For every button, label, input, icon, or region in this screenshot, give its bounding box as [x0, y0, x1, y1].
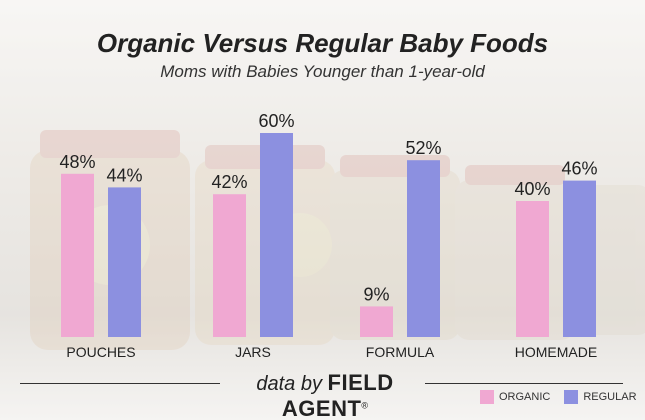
legend-swatch-organic — [480, 390, 494, 404]
registered-mark: ® — [361, 400, 369, 411]
bar-organic-jars — [213, 194, 246, 337]
credit-prefix: data by — [256, 373, 322, 395]
footer-divider-right — [425, 383, 623, 384]
field-agent-logo: FIELD AGENT — [281, 370, 394, 420]
legend-label-regular: REGULAR — [583, 391, 637, 403]
category-label-pouches: POUCHES — [66, 344, 135, 360]
data-label-organic-homemade: 40% — [514, 179, 550, 199]
bar-organic-homemade — [516, 201, 549, 337]
bar-regular-formula — [407, 160, 440, 337]
bar-organic-pouches — [61, 173, 94, 337]
category-label-jars: JARS — [235, 344, 271, 360]
data-label-regular-jars: 60% — [258, 111, 294, 131]
legend-swatch-regular — [564, 390, 579, 404]
category-label-formula: FORMULA — [366, 344, 435, 360]
chart-legend: ORGANIC REGULAR — [480, 390, 645, 404]
bar-regular-pouches — [108, 187, 141, 337]
data-credit: data by FIELD AGENT® — [225, 370, 425, 420]
bar-regular-jars — [260, 133, 293, 337]
data-label-regular-formula: 52% — [405, 138, 441, 158]
footer-divider-left — [20, 383, 220, 384]
legend-label-organic: ORGANIC — [499, 391, 551, 403]
legend-item-organic: ORGANIC — [480, 390, 550, 404]
legend-item-regular: REGULAR — [564, 390, 637, 404]
data-label-organic-pouches: 48% — [59, 152, 95, 172]
chart-title: Organic Versus Regular Baby Foods — [96, 28, 549, 58]
data-label-regular-homemade: 46% — [561, 159, 597, 179]
data-label-organic-formula: 9% — [363, 284, 389, 304]
data-label-organic-jars: 42% — [211, 172, 247, 192]
data-label-regular-pouches: 44% — [106, 165, 142, 185]
category-label-homemade: HOMEMADE — [515, 344, 597, 360]
bar-regular-homemade — [563, 180, 596, 337]
chart-subtitle: Moms with Babies Younger than 1-year-old — [160, 62, 485, 81]
bar-organic-formula — [360, 306, 393, 337]
